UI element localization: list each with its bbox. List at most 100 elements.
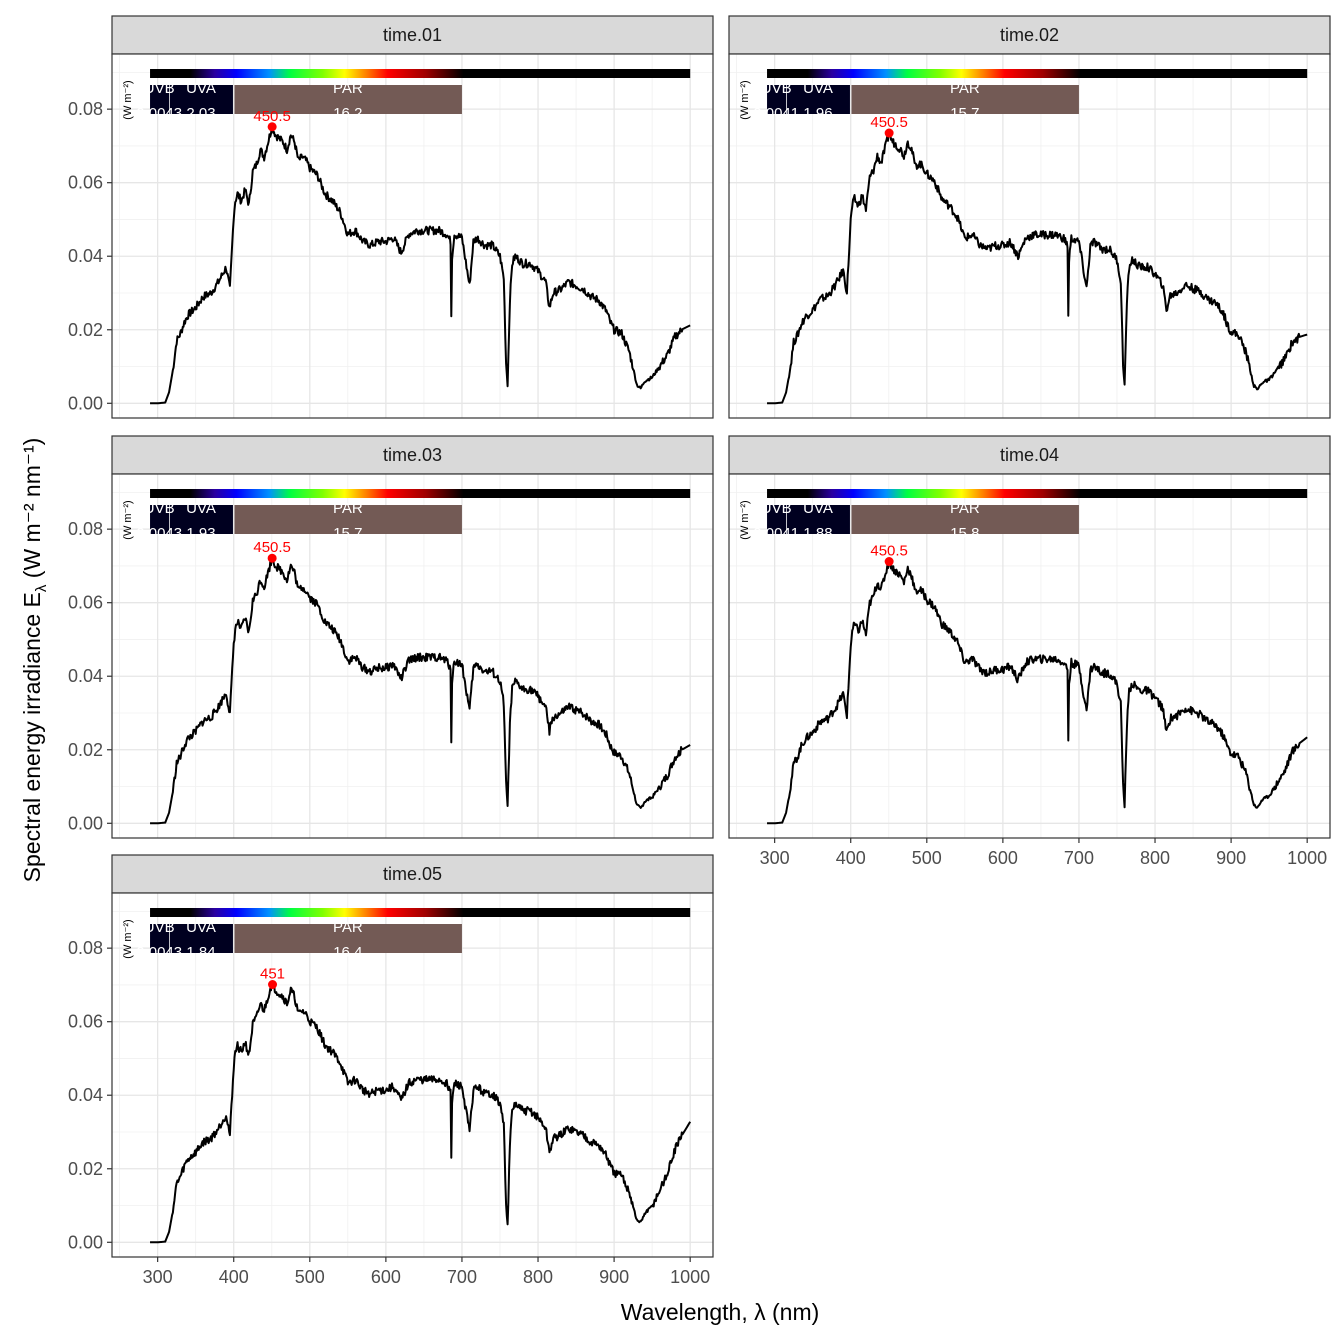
uva-band-box xyxy=(169,924,233,953)
x-tick-label: 500 xyxy=(295,1267,325,1287)
uva-band-name: UVA xyxy=(186,500,216,517)
y-tick-label: 0.02 xyxy=(68,1159,103,1179)
spectrum-line-time.04 xyxy=(766,560,1308,825)
y-tick-label: 0.08 xyxy=(68,99,103,119)
x-tick-label: 800 xyxy=(523,1267,553,1287)
strip-label: time.03 xyxy=(383,445,442,465)
uvb-band-value: 0.0043 xyxy=(136,944,182,961)
strip-time.03 xyxy=(111,435,714,475)
uvb-band-value: 0.0041 xyxy=(753,105,799,122)
peak-label: 450.5 xyxy=(253,539,291,556)
wavelength-color-bar xyxy=(150,489,691,498)
par-band-box xyxy=(234,924,462,953)
wavelength-color-bar xyxy=(767,69,1308,78)
y-tick-label: 0.00 xyxy=(68,393,103,413)
y-tick-label: 0.08 xyxy=(68,938,103,958)
par-band-value: 15.8 xyxy=(950,525,979,542)
strip-time.02 xyxy=(728,15,1331,55)
uva-band-value: 2.03 xyxy=(186,105,215,122)
x-tick-label: 400 xyxy=(836,848,866,868)
par-band-name: PAR xyxy=(333,80,363,97)
spectrum-line-time.02 xyxy=(766,132,1308,405)
band-unit-label: (W m⁻²) xyxy=(122,919,134,958)
uvb-band-box xyxy=(150,85,170,114)
spectrum-line-time.05 xyxy=(149,980,692,1244)
x-tick-label: 1000 xyxy=(1287,848,1327,868)
y-tick-label: 0.02 xyxy=(68,740,103,760)
peak-label: 451 xyxy=(260,966,285,983)
panel-background xyxy=(112,893,713,1257)
uva-band-value: 1.96 xyxy=(803,105,832,122)
par-band-name: PAR xyxy=(950,500,980,517)
par-band-value: 15.7 xyxy=(950,105,979,122)
x-tick-label: 700 xyxy=(447,1267,477,1287)
uvb-band-name: UVB xyxy=(144,80,175,97)
y-tick-label: 0.04 xyxy=(68,1085,103,1105)
peak-point xyxy=(884,128,894,138)
x-tick-label: 500 xyxy=(912,848,942,868)
par-band-box xyxy=(851,505,1079,534)
panel-border xyxy=(728,53,1331,419)
band-unit-label: (W m⁻²) xyxy=(122,500,134,539)
par-band-box xyxy=(851,85,1079,114)
y-tick-label: 0.04 xyxy=(68,246,103,266)
uvb-band-box xyxy=(767,505,787,534)
uvb-band-box xyxy=(150,924,170,953)
strip-label: time.01 xyxy=(383,25,442,45)
uva-band-box xyxy=(169,85,233,114)
strip-label: time.02 xyxy=(1000,25,1059,45)
y-tick-label: 0.00 xyxy=(68,1232,103,1252)
uva-band-name: UVA xyxy=(803,80,833,97)
strip-time.01 xyxy=(111,15,714,55)
y-tick-label: 0.04 xyxy=(68,666,103,686)
uva-band-box xyxy=(169,505,233,534)
par-band-box xyxy=(234,85,462,114)
strip-label: time.05 xyxy=(383,864,442,884)
uva-band-box xyxy=(786,85,850,114)
spectrum-line-time.03 xyxy=(149,557,691,825)
wavelength-color-bar xyxy=(150,69,691,78)
panel-border xyxy=(728,473,1331,839)
band-unit-label: (W m⁻²) xyxy=(739,500,751,539)
y-tick-label: 0.06 xyxy=(68,1012,103,1032)
y-axis-title-main: Spectral energy irradiance E xyxy=(19,592,45,882)
uvb-band-value: 0.0043 xyxy=(136,105,182,122)
par-band-value: 16.4 xyxy=(333,944,362,961)
y-axis-title-unit: (W m⁻² nm⁻¹) xyxy=(19,438,45,579)
y-tick-label: 0.08 xyxy=(68,519,103,539)
band-unit-label: (W m⁻²) xyxy=(739,80,751,119)
x-axis-title: Wavelength, λ (nm) xyxy=(621,1299,820,1325)
spectrum-line-time.01 xyxy=(149,125,691,405)
uvb-band-value: 0.0043 xyxy=(136,525,182,542)
par-band-value: 15.7 xyxy=(333,525,362,542)
par-band-name: PAR xyxy=(950,80,980,97)
x-tick-label: 600 xyxy=(988,848,1018,868)
panel-border xyxy=(111,53,714,419)
uvb-band-name: UVB xyxy=(144,500,175,517)
peak-label: 450.5 xyxy=(870,114,908,131)
y-tick-label: 0.00 xyxy=(68,813,103,833)
peak-point xyxy=(884,557,894,567)
y-tick-label: 0.06 xyxy=(68,173,103,193)
uva-band-value: 1.88 xyxy=(803,525,832,542)
x-tick-label: 900 xyxy=(599,1267,629,1287)
y-tick-label: 0.02 xyxy=(68,320,103,340)
uvb-band-value: 0.0041 xyxy=(753,525,799,542)
x-tick-label: 900 xyxy=(1216,848,1246,868)
uvb-band-name: UVB xyxy=(761,500,792,517)
x-tick-label: 1000 xyxy=(670,1267,710,1287)
x-tick-label: 700 xyxy=(1064,848,1094,868)
y-axis-title-subscript: λ xyxy=(33,584,50,592)
uva-band-name: UVA xyxy=(803,500,833,517)
panel-border xyxy=(111,473,714,839)
par-band-box xyxy=(234,505,462,534)
